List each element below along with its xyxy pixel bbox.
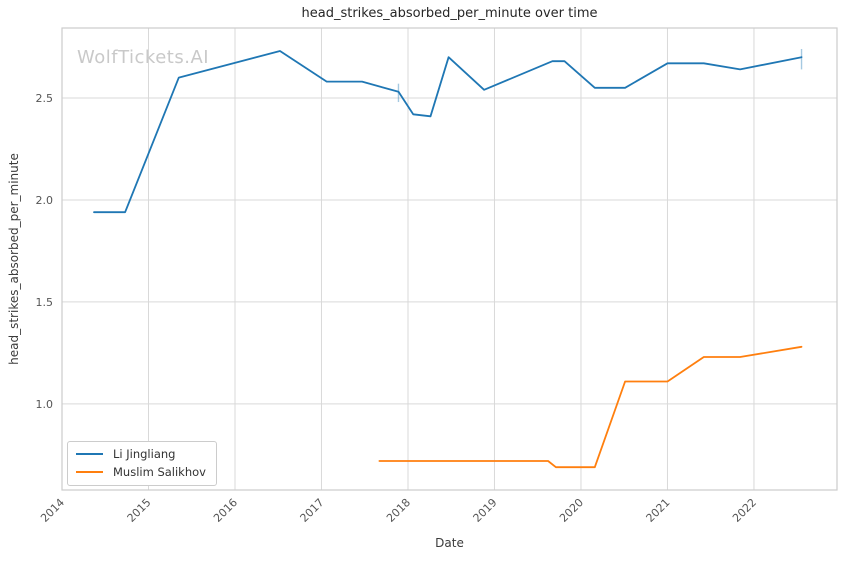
legend-line-swatch-blue	[76, 453, 103, 455]
series-line	[378, 345, 803, 469]
x-tick-label: 2017	[298, 496, 327, 525]
legend-item-muslim-salikhov: Muslim Salikhov	[76, 465, 206, 479]
legend-item-li-jingliang: Li Jingliang	[76, 447, 206, 461]
x-tick-label: 2021	[644, 496, 673, 525]
x-axis-label: Date	[435, 536, 464, 550]
y-axis-label: head_strikes_absorbed_per_minute	[7, 153, 21, 365]
x-tick-label: 2016	[211, 496, 240, 525]
watermark: WolfTickets.AI	[77, 47, 210, 68]
series-line	[93, 50, 803, 214]
legend-label-li-jingliang: Li Jingliang	[113, 447, 176, 461]
y-tick-label: 1.0	[36, 398, 54, 411]
legend: Li Jingliang Muslim Salikhov	[67, 441, 217, 486]
y-tick-label: 2.0	[36, 194, 54, 207]
y-tick-label: 1.5	[36, 296, 54, 309]
x-tick-label: 2015	[125, 496, 154, 525]
x-tick-label: 2014	[38, 496, 67, 525]
x-tick-label: 2020	[557, 496, 586, 525]
y-tick-label: 2.5	[36, 92, 54, 105]
x-tick-label: 2018	[384, 496, 413, 525]
plot-spines	[61, 27, 838, 491]
x-tick-label: 2019	[471, 496, 500, 525]
chart-title: head_strikes_absorbed_per_minute over ti…	[301, 6, 598, 21]
legend-label-muslim-salikhov: Muslim Salikhov	[113, 465, 206, 479]
x-tick-label: 2022	[730, 496, 759, 525]
legend-line-swatch-orange	[76, 471, 103, 473]
